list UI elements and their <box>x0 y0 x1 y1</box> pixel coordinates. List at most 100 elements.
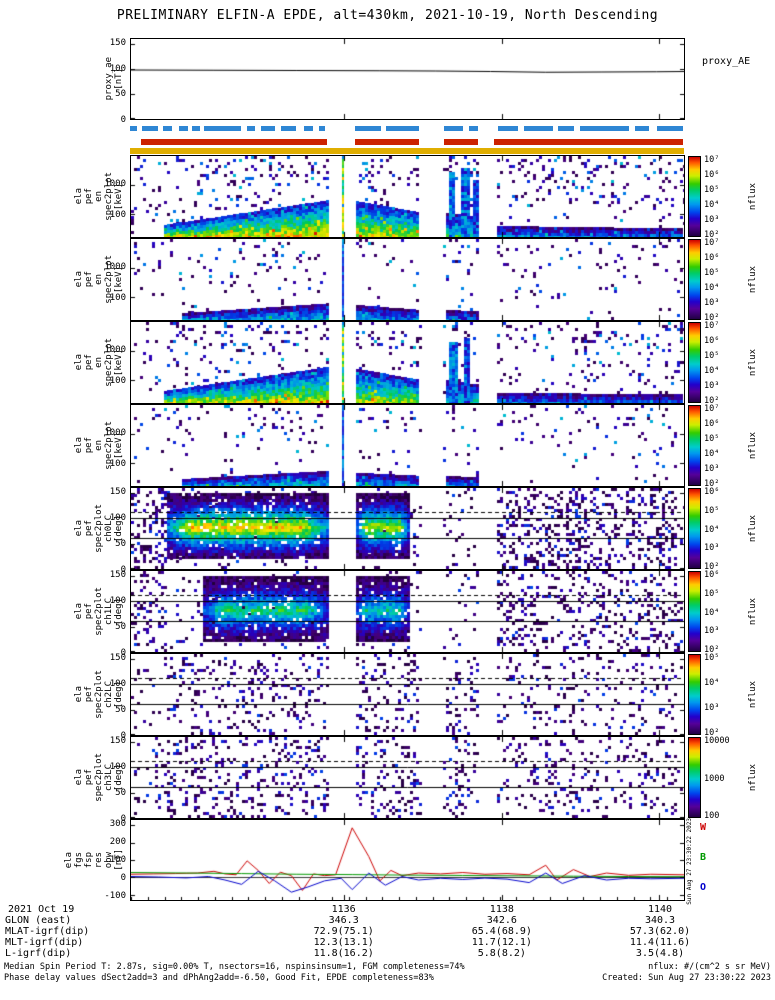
availability-bar-blue-segment <box>386 126 419 131</box>
colorbar-en_b-tick: 10² <box>704 313 720 323</box>
colorbar-en_d-tick: 10⁴ <box>704 449 720 459</box>
spec-ch2LC-ytick: 0 <box>120 731 126 741</box>
colorbar-ch2LC-tick: 10³ <box>704 703 720 713</box>
footer-created: Created: Sun Aug 27 23:30:22 2023 <box>602 973 771 983</box>
var-row-value: 11.8(16.2) <box>313 948 374 959</box>
spectrogram-en_d <box>130 404 685 487</box>
colorbar-ch0LC-tick: 10⁵ <box>704 505 720 516</box>
var-row-value: 11.7(12.1) <box>471 937 532 948</box>
availability-bar-yellow-segment <box>130 148 684 154</box>
spec-ch1LC-ytick: 100 <box>109 596 126 607</box>
colorbar-en_b-tick: 10³ <box>704 298 720 308</box>
spectrogram-ch3LC-canvas <box>131 737 684 818</box>
spec-ch1LC-ytick: 0 <box>120 648 126 658</box>
spec-en_c-ytick: 1000 <box>104 345 126 356</box>
fgs-line-panel-canvas <box>131 820 684 900</box>
spec-ch0LC-ytick: 50 <box>115 539 126 550</box>
time-tick-label: 1138 <box>489 904 514 915</box>
spec-ch3LC-ytick: 50 <box>115 788 126 799</box>
spec-ch2LC-ytick: 150 <box>109 653 126 664</box>
availability-bar-yellow <box>130 148 685 154</box>
spec-en_a-ytick: 100 <box>109 209 126 220</box>
colorbar-en_c-tick: 10⁷ <box>704 321 720 331</box>
spec-en_d-ylabel-line: en <box>94 440 104 451</box>
spec-ch1LC-ylabel: ela pef spec2plot ch1LC [deg] <box>54 570 124 653</box>
fgs-panel-ytick: 200 <box>109 837 126 848</box>
spectrogram-en_c-canvas <box>131 322 684 403</box>
colorbar-en_c-tick: 10² <box>704 396 720 406</box>
spec-en_a-ytick: 1000 <box>104 179 126 190</box>
spectrogram-ch1LC <box>130 570 685 653</box>
var-row-value: 342.6 <box>486 915 517 926</box>
proxy-ae-ylabel: proxy_ae [nT] <box>54 38 124 120</box>
spec-ch0LC-ytick: 0 <box>120 565 126 575</box>
var-row-label: MLT-igrf(dip) <box>5 937 84 948</box>
availability-bar-red-segment <box>493 139 684 145</box>
availability-bar-blue-segment <box>192 126 200 131</box>
colorbar-ch3LC <box>688 737 701 818</box>
footer-line1: Median Spin Period T: 2.87s, sig=0.00% T… <box>4 962 465 972</box>
var-row-value: 72.9(75.1) <box>313 926 374 937</box>
spec-en_d-ylabel-line: ela <box>74 437 84 454</box>
colorbar-ch1LC-tick: 10³ <box>704 626 720 637</box>
colorbar-en_a-tick: 10⁵ <box>704 185 720 195</box>
spec-en_a-ylabel-line: en <box>94 191 104 202</box>
availability-bar-red-segment <box>354 139 419 145</box>
colorbar-ch1LC-tick: 10² <box>704 645 720 655</box>
footer-nflux-units: nflux: #/(cm^2 s sr MeV) <box>648 962 771 972</box>
colorbar-en_a-tick: 10² <box>704 230 720 240</box>
colorbar-en_a-tick: 10³ <box>704 215 720 225</box>
colorbar-ch2LC-tick: 10⁴ <box>704 678 720 688</box>
spec-ch2LC-ylabel-line: ela <box>74 686 84 703</box>
spectrogram-ch2LC-canvas <box>131 654 684 735</box>
var-row-value: 5.8(8.2) <box>477 948 526 959</box>
colorbar-ch2LC <box>688 654 701 735</box>
availability-bar-blue-segment <box>163 126 172 131</box>
footer-line2: Phase delay values dSect2add=3 and dPhAn… <box>4 973 434 983</box>
spec-ch0LC-ytick: 100 <box>109 513 126 524</box>
proxy-ae-panel-canvas <box>131 39 684 119</box>
colorbar-ch3LC-tick: 1000 <box>704 773 725 784</box>
availability-bar-blue-segment <box>246 126 256 131</box>
time-tick-label: 1140 <box>647 904 673 915</box>
colorbar-en_a <box>688 156 701 237</box>
spectrogram-ch0LC <box>130 487 685 570</box>
availability-bar-blue-segment <box>443 126 463 131</box>
spectrogram-en_a-canvas <box>131 156 684 237</box>
spectrogram-en_b <box>130 238 685 321</box>
colorbar-en_b-tick: 10⁵ <box>704 268 720 278</box>
spec-ch3LC-ylabel-line: ela <box>74 769 84 786</box>
colorbar-ch2LC-tick: 10² <box>704 728 720 738</box>
spec-en_a-ylabel-line: pef <box>84 188 94 205</box>
var-row-value: 57.3(62.0) <box>629 926 691 937</box>
colorbar-ch3LC-title: nflux <box>748 764 758 792</box>
trace-label-W: W <box>700 822 707 833</box>
colorbar-ch3LC-tick: 100 <box>704 811 720 821</box>
spec-en_d-ylabel: ela pef en spec2plot [keV] <box>54 404 124 487</box>
availability-bar-blue-segment <box>635 126 650 131</box>
spec-en_b-ytick: 100 <box>109 292 126 303</box>
availability-bar-blue <box>130 126 685 131</box>
spec-en_b-ylabel: ela pef en spec2plot [keV] <box>54 238 124 321</box>
colorbar-ch1LC-title: nflux <box>748 598 758 626</box>
spec-ch0LC-ylabel: ela pef spec2plot ch0LC [deg] <box>54 487 124 570</box>
colorbar-en_b-tick: 10⁷ <box>704 238 720 248</box>
spec-en_c-ylabel-line: pef <box>84 354 94 371</box>
spectrogram-ch2LC <box>130 653 685 736</box>
availability-bar-red <box>130 139 685 145</box>
availability-bar-blue-segment <box>260 126 276 131</box>
colorbar-en_d-tick: 10³ <box>704 464 720 474</box>
colorbar-ch0LC-tick: 10⁶ <box>704 487 720 497</box>
spec-ch0LC-ylabel-line: pef <box>84 520 94 537</box>
plot-title: PRELIMINARY ELFIN-A EPDE, alt=430km, 202… <box>116 8 659 23</box>
spec-en_b-ylabel-line: ela <box>74 271 84 288</box>
proxy-ae-ytick: 0 <box>120 115 126 125</box>
availability-bar-red-segment <box>141 139 328 145</box>
availability-bar-blue-segment <box>142 126 158 131</box>
spec-ch3LC-ylabel: ela pef spec2plot ch3LC [deg] <box>54 736 124 819</box>
availability-bar-blue-segment <box>280 126 297 131</box>
fgs-line-panel <box>130 819 685 901</box>
availability-bar-blue-segment <box>354 126 381 131</box>
availability-bar-blue-segment <box>657 126 684 131</box>
